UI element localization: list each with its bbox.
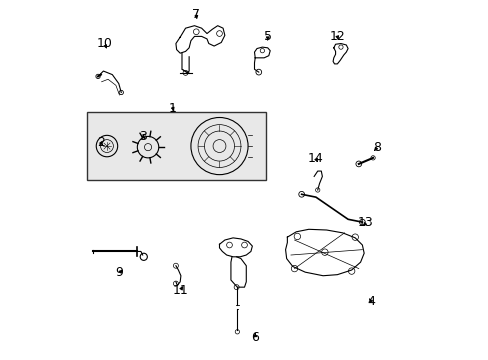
Text: 6: 6 <box>251 331 259 344</box>
Bar <box>87 112 265 180</box>
Text: 11: 11 <box>172 284 188 297</box>
Text: 3: 3 <box>139 130 146 143</box>
Text: 8: 8 <box>372 141 380 154</box>
Text: 5: 5 <box>263 30 271 43</box>
Text: 13: 13 <box>357 216 373 229</box>
Text: 9: 9 <box>115 266 123 279</box>
Text: 2: 2 <box>97 136 104 149</box>
Text: 10: 10 <box>96 37 112 50</box>
Text: 14: 14 <box>307 152 323 165</box>
Text: 12: 12 <box>329 30 345 43</box>
Text: 4: 4 <box>366 295 374 308</box>
Text: 7: 7 <box>192 9 200 22</box>
Text: 1: 1 <box>169 102 177 115</box>
